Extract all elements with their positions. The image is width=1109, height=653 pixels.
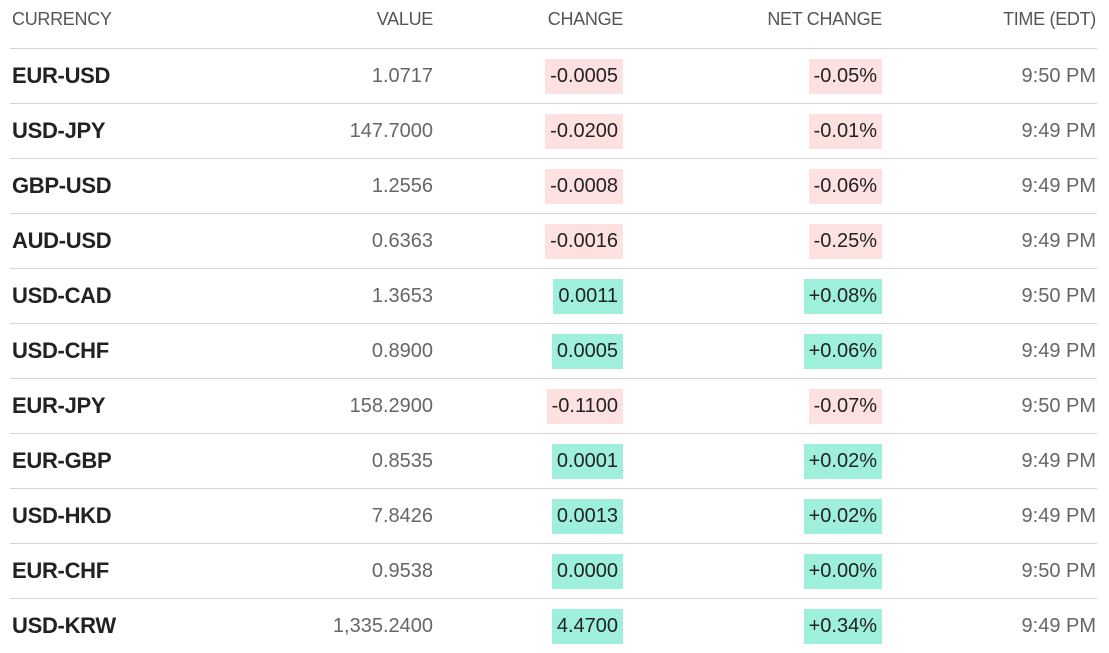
currency-cell: USD-HKD xyxy=(12,503,112,528)
time-cell: 9:49 PM xyxy=(1021,174,1096,197)
change-cell: -0.0008 xyxy=(433,168,623,204)
value-cell: 0.6363 xyxy=(371,229,433,252)
value-cell: 0.8900 xyxy=(371,339,433,362)
time-cell: 9:50 PM xyxy=(1021,559,1096,582)
net-change-cell: -0.06% xyxy=(623,168,882,204)
change-badge: -0.0200 xyxy=(545,113,623,149)
change-badge: -0.0005 xyxy=(545,58,623,94)
change-cell: -0.0005 xyxy=(433,58,623,94)
change-badge: 0.0011 xyxy=(553,278,623,314)
table-row: EUR-CHF 0.9538 0.0000 +0.00% 9:50 PM xyxy=(10,544,1097,599)
time-cell: 9:50 PM xyxy=(1021,284,1096,307)
change-cell: 0.0011 xyxy=(433,278,623,314)
net-change-badge: -0.06% xyxy=(808,168,882,204)
value-cell: 1.2556 xyxy=(371,174,433,197)
time-cell: 9:49 PM xyxy=(1021,119,1096,142)
change-badge: 0.0005 xyxy=(551,333,623,369)
net-change-badge: +0.34% xyxy=(803,608,882,644)
currency-cell: EUR-JPY xyxy=(12,393,106,418)
table-row: AUD-USD 0.6363 -0.0016 -0.25% 9:49 PM xyxy=(10,214,1097,269)
table-row: GBP-USD 1.2556 -0.0008 -0.06% 9:49 PM xyxy=(10,159,1097,214)
currency-cell: EUR-USD xyxy=(12,63,111,88)
header-cell: NET CHANGE xyxy=(767,8,882,29)
value-cell: 1.3653 xyxy=(371,284,433,307)
net-change-badge: -0.01% xyxy=(808,113,882,149)
value-cell: 7.8426 xyxy=(371,504,433,527)
value-cell: 1,335.2400 xyxy=(332,614,433,637)
currency-table: CURRENCY VALUE CHANGE NET CHANGE TIME (EDT) E… xyxy=(10,0,1097,653)
net-change-badge: +0.06% xyxy=(803,333,882,369)
table-row: USD-HKD 7.8426 0.0013 +0.02% 9:49 PM xyxy=(10,489,1097,544)
value-cell: 1.0717 xyxy=(371,64,433,87)
table-row: EUR-GBP 0.8535 0.0001 +0.02% 9:49 PM xyxy=(10,434,1097,489)
value-cell: 147.7000 xyxy=(349,119,433,142)
table-row: USD-CHF 0.8900 0.0005 +0.06% 9:49 PM xyxy=(10,324,1097,379)
header-cell: CHANGE xyxy=(547,8,624,29)
value-cell: 158.2900 xyxy=(349,394,433,417)
change-badge: 0.0013 xyxy=(551,498,623,534)
net-change-cell: +0.02% xyxy=(623,443,882,479)
header-cell: CURRENCY xyxy=(12,8,112,29)
time-cell: 9:50 PM xyxy=(1021,394,1096,417)
net-change-cell: -0.05% xyxy=(623,58,882,94)
currency-cell: GBP-USD xyxy=(12,173,112,198)
currency-cell: USD-KRW xyxy=(12,613,116,638)
net-change-badge: +0.02% xyxy=(803,443,882,479)
table-row: EUR-USD 1.0717 -0.0005 -0.05% 9:50 PM xyxy=(10,49,1097,104)
net-change-badge: +0.02% xyxy=(803,498,882,534)
net-change-badge: -0.05% xyxy=(808,58,882,94)
currency-cell: USD-CAD xyxy=(12,283,112,308)
currency-cell: USD-JPY xyxy=(12,118,106,143)
change-badge: -0.0016 xyxy=(545,223,623,259)
header-row: CURRENCY VALUE CHANGE NET CHANGE TIME (EDT) xyxy=(10,0,1097,49)
table-row: EUR-JPY 158.2900 -0.1100 -0.07% 9:50 PM xyxy=(10,379,1097,434)
net-change-badge: -0.07% xyxy=(808,388,882,424)
change-badge: -0.1100 xyxy=(546,388,623,424)
change-badge: 4.4700 xyxy=(551,608,623,644)
net-change-cell: +0.08% xyxy=(623,278,882,314)
net-change-cell: -0.01% xyxy=(623,113,882,149)
value-cell: 0.8535 xyxy=(371,449,433,472)
change-cell: 0.0013 xyxy=(433,498,623,534)
time-cell: 9:49 PM xyxy=(1021,449,1096,472)
change-cell: 0.0001 xyxy=(433,443,623,479)
change-cell: 0.0005 xyxy=(433,333,623,369)
net-change-cell: +0.00% xyxy=(623,553,882,589)
time-cell: 9:49 PM xyxy=(1021,504,1096,527)
net-change-badge: -0.25% xyxy=(808,223,882,259)
net-change-cell: +0.06% xyxy=(623,333,882,369)
table-row: USD-JPY 147.7000 -0.0200 -0.01% 9:49 PM xyxy=(10,104,1097,159)
value-cell: 0.9538 xyxy=(371,559,433,582)
change-cell: -0.0200 xyxy=(433,113,623,149)
change-cell: -0.0016 xyxy=(433,223,623,259)
currency-cell: EUR-CHF xyxy=(12,558,109,583)
time-cell: 9:50 PM xyxy=(1021,64,1096,87)
change-badge: 0.0000 xyxy=(551,553,623,589)
change-cell: 4.4700 xyxy=(433,608,623,644)
net-change-cell: +0.34% xyxy=(623,608,882,644)
currency-cell: EUR-GBP xyxy=(12,448,112,473)
time-cell: 9:49 PM xyxy=(1021,339,1096,362)
time-cell: 9:49 PM xyxy=(1021,229,1096,252)
net-change-badge: +0.00% xyxy=(803,553,882,589)
currency-cell: AUD-USD xyxy=(12,228,112,253)
time-cell: 9:49 PM xyxy=(1021,614,1096,637)
net-change-cell: -0.25% xyxy=(623,223,882,259)
header-cell: VALUE xyxy=(376,8,434,29)
change-cell: 0.0000 xyxy=(433,553,623,589)
net-change-badge: +0.08% xyxy=(803,278,882,314)
table-row: USD-KRW 1,335.2400 4.4700 +0.34% 9:49 PM xyxy=(10,599,1097,653)
change-badge: -0.0008 xyxy=(545,168,623,204)
change-cell: -0.1100 xyxy=(433,388,623,424)
table-row: USD-CAD 1.3653 0.0011 +0.08% 9:50 PM xyxy=(10,269,1097,324)
net-change-cell: -0.07% xyxy=(623,388,882,424)
header-cell: TIME (EDT) xyxy=(1003,8,1096,29)
net-change-cell: +0.02% xyxy=(623,498,882,534)
currency-cell: USD-CHF xyxy=(12,338,109,363)
change-badge: 0.0001 xyxy=(551,443,623,479)
